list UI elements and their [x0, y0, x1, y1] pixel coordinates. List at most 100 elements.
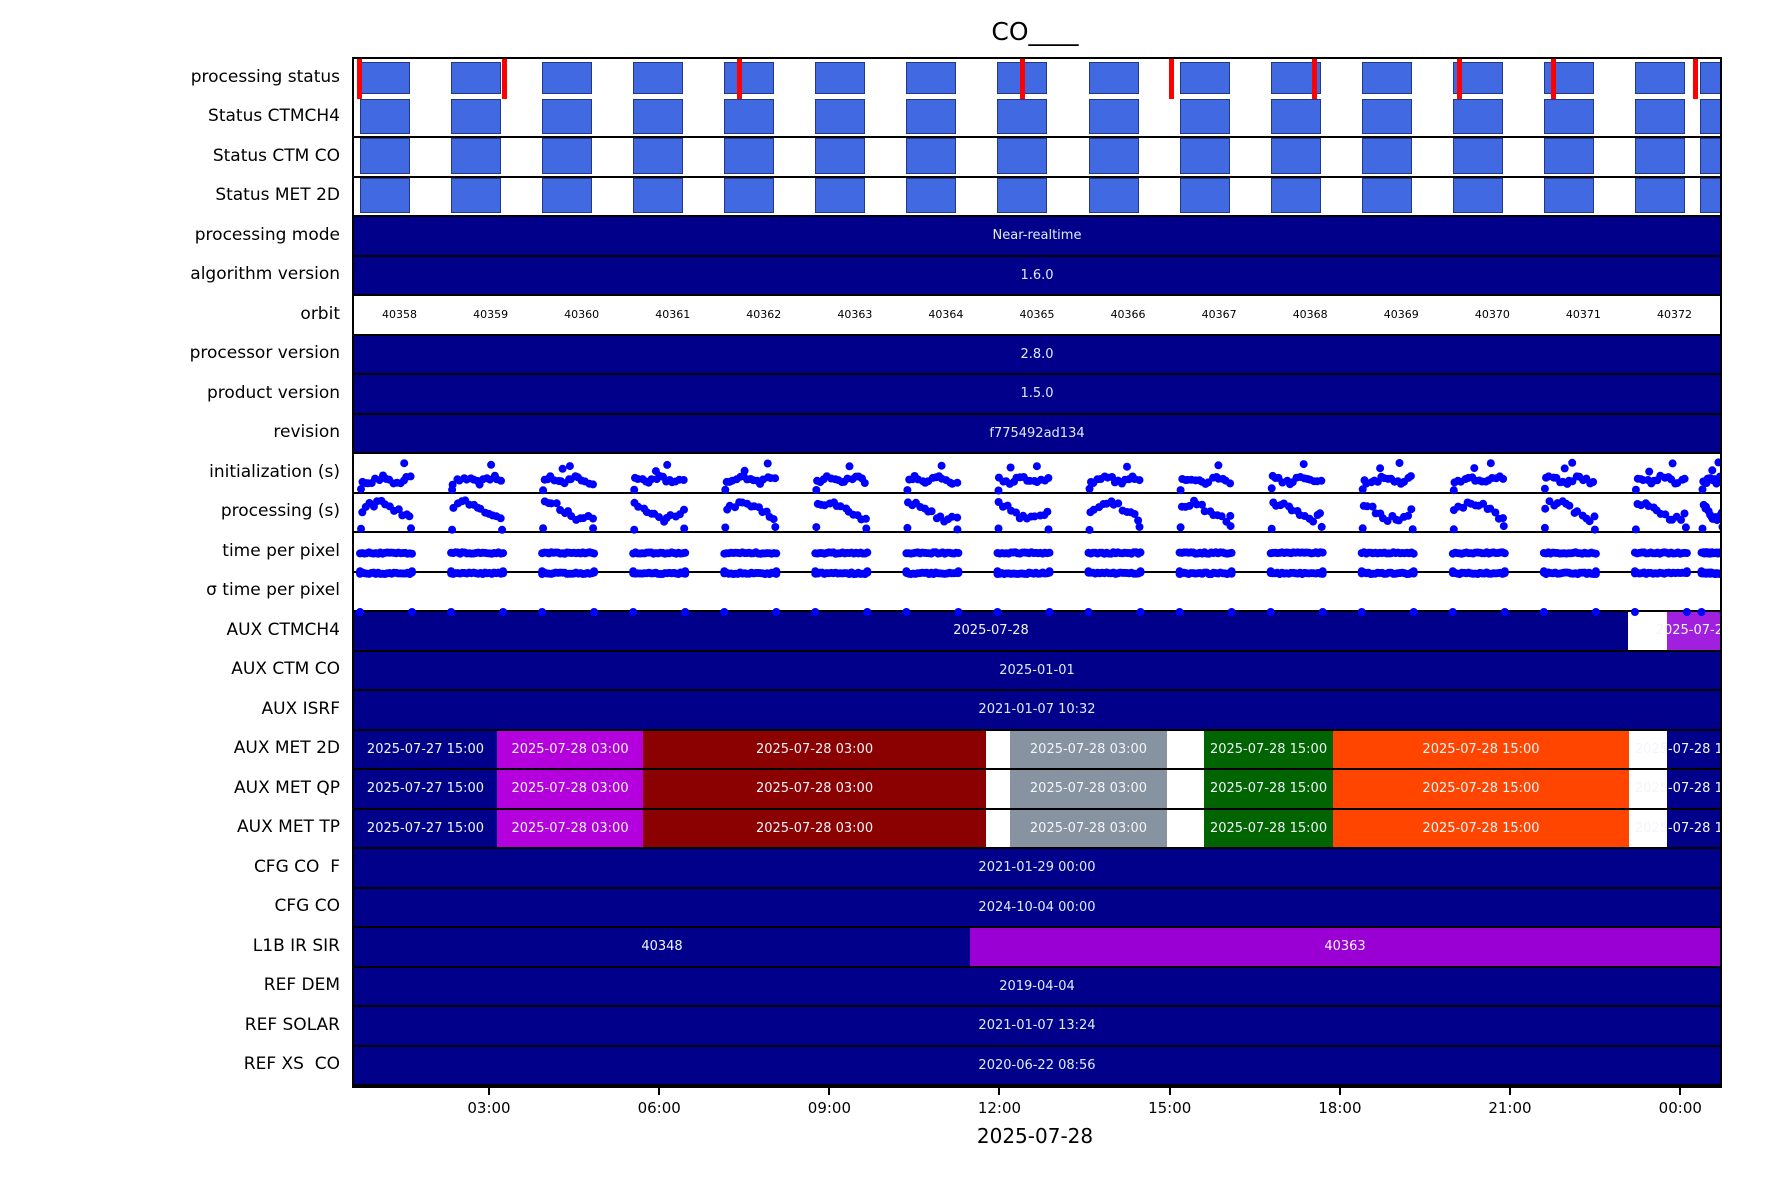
axis-tick [1679, 1086, 1682, 1095]
orbit-status-block [451, 138, 502, 174]
processing-failure-marker [1019, 59, 1025, 99]
axis-tick [488, 1086, 490, 1095]
plot-row-bar: Near-realtime [354, 217, 1720, 257]
row-label: REF DEM [263, 975, 340, 996]
orbit-status-block [724, 138, 775, 174]
row-label: σ time per pixel [206, 580, 340, 601]
timeline-segment: 2025-07-28 15:00 [1204, 770, 1333, 808]
timeline-segment: 2025-07-28 15:00 [1333, 770, 1629, 808]
processing-failure-marker [357, 59, 363, 99]
plot-row-status [354, 98, 1720, 138]
row-label: REF SOLAR [244, 1014, 340, 1035]
row-label: processing mode [194, 224, 340, 245]
orbit-status-block [1088, 62, 1139, 94]
orbit-status-block [542, 177, 593, 213]
plot-row-bar: 2020-06-22 08:56 [354, 1046, 1720, 1086]
orbit-status-block-partial [1699, 98, 1720, 134]
timeline-segment: 2025-07-28 03:00 [643, 730, 987, 768]
row-label: L1B IR SIR [252, 935, 340, 956]
bar-value: f775492ad134 [989, 425, 1085, 441]
plot-row-bar: 2.8.0 [354, 335, 1720, 375]
orbit-status-block [1179, 138, 1230, 174]
orbit-status-block [815, 138, 866, 174]
plot-area: 2020-06-22 08:56 2021-01-07 13:24 2019-04-… [352, 57, 1722, 1088]
processing-failure-marker [737, 59, 743, 99]
row-label: processing status [190, 66, 340, 87]
orbit-status-block [1543, 138, 1594, 174]
plot-row-bar: 2024-10-04 00:00 [354, 888, 1720, 928]
orbit-status-block [360, 138, 410, 174]
orbit-number: 40372 [1656, 308, 1692, 322]
orbit-status-block [724, 62, 775, 94]
axis-tick-label: 06:00 [637, 1099, 681, 1117]
orbit-status-block [360, 177, 410, 213]
orbit-status-block [360, 98, 410, 134]
row-label: orbit [300, 303, 340, 324]
processing-failure-marker [1551, 59, 1557, 99]
orbit-status-block [906, 98, 957, 134]
plot-row-segments: 2025-07-27 15:00 2025-07-28 03:00 2025-07-… [354, 730, 1720, 770]
row-label: processing (s) [220, 501, 340, 522]
orbit-status-block [815, 98, 866, 134]
orbit-status-block [1634, 138, 1685, 174]
orbit-status-block [451, 98, 502, 134]
plot-row-bar: 2019-04-04 [354, 967, 1720, 1007]
orbit-status-block [1270, 98, 1321, 134]
bar-value: Near-realtime [992, 228, 1082, 244]
timeline-segment: 2025-07-28 [354, 612, 1629, 650]
row-label: REF XS CO [243, 1054, 340, 1075]
chart-title: CO____ [991, 17, 1079, 46]
row-label: AUX MET 2D [233, 738, 340, 759]
scatter-dots-dense-mid [356, 548, 1720, 576]
orbit-status-block [633, 62, 684, 94]
row-label: AUX CTMCH4 [226, 619, 340, 640]
orbit-status-block [542, 62, 593, 94]
plot-row-segments: 2025-07-28 2025-07-29 [354, 612, 1720, 652]
plot-row-status [354, 138, 1720, 178]
scatter-dots-dense-top [356, 568, 1720, 616]
orbit-status-block [1270, 138, 1321, 174]
row-label: AUX ISRF [261, 698, 340, 719]
timeline-segment: 40348 [354, 928, 971, 966]
bar-value: 2025-01-01 [999, 662, 1075, 678]
plot-row-segments: 2025-07-27 15:00 2025-07-28 03:00 2025-07-… [354, 770, 1720, 810]
orbit-status-block [1088, 177, 1139, 213]
axis-tick [658, 1086, 661, 1095]
row-label: algorithm version [190, 264, 340, 285]
axis-tick [828, 1086, 831, 1095]
plot-row-bar: 2021-01-29 00:00 [354, 849, 1720, 889]
row-label: Status CTMCH4 [208, 106, 340, 127]
orbit-status-block [633, 177, 684, 213]
plot-row-bar: 2025-01-01 [354, 651, 1720, 691]
axis-tick [1338, 1086, 1341, 1095]
orbit-status-block [1361, 177, 1412, 213]
orbit-number: 40365 [1019, 308, 1055, 322]
orbit-status-block [1179, 62, 1230, 94]
timeline-segment: 2025-07-28 03:00 [1009, 809, 1168, 847]
processing-failure-marker [1457, 59, 1463, 99]
orbit-status-block [815, 62, 866, 94]
plot-row-segments: 2025-07-27 15:00 2025-07-28 03:00 2025-07-… [354, 809, 1720, 849]
scatter-dots-band [357, 458, 1720, 495]
axis-tick-label: 21:00 [1488, 1099, 1532, 1117]
plot-row-segments: 40348 40363 [354, 928, 1720, 968]
timeline-segment: 2025-07-28 15:00 [1635, 770, 1720, 808]
orbit-status-block [906, 177, 957, 213]
timeline-segment: 2025-07-28 15:00 [1333, 730, 1629, 768]
x-axis-label: 2025-07-28 [976, 1124, 1094, 1148]
orbit-status-block [1179, 177, 1230, 213]
orbit-status-block [906, 138, 957, 174]
plot-row-bar: 1.5.0 [354, 375, 1720, 415]
axis-tick-label: 15:00 [1148, 1099, 1192, 1117]
orbit-status-block [360, 62, 410, 94]
orbit-status-block [1543, 98, 1594, 134]
row-label: CFG CO F [253, 856, 340, 877]
timeline-segment: 2025-07-28 15:00 [1635, 809, 1720, 847]
orbit-status-block [1452, 98, 1503, 134]
timeline-segment: 2025-07-28 03:00 [643, 809, 987, 847]
timeline-segment: 2025-07-28 15:00 [1333, 809, 1629, 847]
orbit-status-block [1543, 177, 1594, 213]
plot-row-scatter [354, 572, 1720, 612]
bar-value: 2020-06-22 08:56 [978, 1057, 1096, 1073]
orbit-status-block [1452, 177, 1503, 213]
